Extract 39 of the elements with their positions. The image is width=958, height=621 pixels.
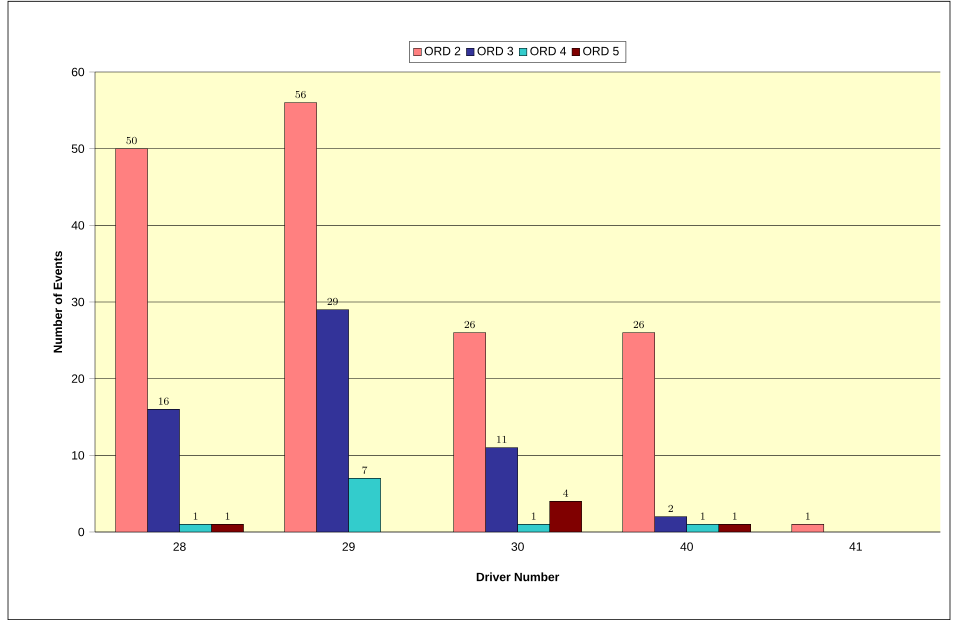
legend-label: ORD 3 — [478, 46, 514, 56]
legend-label: ORD 2 — [424, 46, 460, 56]
data-label: 16 — [158, 398, 169, 405]
data-label: 11 — [497, 436, 506, 443]
legend-label: ORD 5 — [583, 46, 619, 56]
data-label: 56 — [296, 90, 306, 98]
x-axis-title: Driver Number — [476, 572, 560, 582]
data-label: 50 — [126, 136, 137, 144]
data-label: 29 — [328, 298, 338, 306]
data-label: 26 — [464, 320, 475, 328]
y-tick-label: 50 — [72, 144, 84, 153]
data-label: 1 — [194, 512, 198, 520]
x-tick-label: 29 — [342, 542, 355, 551]
y-tick-label: 60 — [72, 68, 84, 76]
data-label: 7 — [362, 466, 368, 474]
bar — [549, 501, 582, 532]
y-axis-title: Number of Events — [53, 251, 62, 353]
legend-label: ORD 4 — [530, 46, 566, 56]
data-label: 26 — [634, 320, 644, 328]
x-tick-label: 40 — [680, 542, 693, 551]
y-tick-label: 30 — [72, 298, 84, 306]
x-tick-label: 28 — [173, 542, 186, 551]
data-label: 1 — [806, 512, 810, 520]
bar — [518, 524, 550, 532]
y-tick-label: 10 — [72, 451, 84, 460]
x-tick-label: 41 — [849, 542, 862, 551]
data-label: 1 — [700, 512, 705, 520]
data-label: 4 — [563, 489, 568, 497]
data-label: 1 — [226, 512, 230, 520]
bar — [718, 524, 751, 532]
y-tick-label: 20 — [72, 374, 84, 383]
y-tick-label: 40 — [72, 221, 84, 230]
data-label: 1 — [532, 512, 536, 520]
y-tick-label: 0 — [78, 528, 84, 536]
bar — [348, 478, 381, 532]
data-label: 2 — [668, 504, 673, 512]
bar — [686, 524, 719, 532]
data-label: 1 — [732, 512, 737, 520]
x-tick-label: 30 — [511, 542, 524, 551]
